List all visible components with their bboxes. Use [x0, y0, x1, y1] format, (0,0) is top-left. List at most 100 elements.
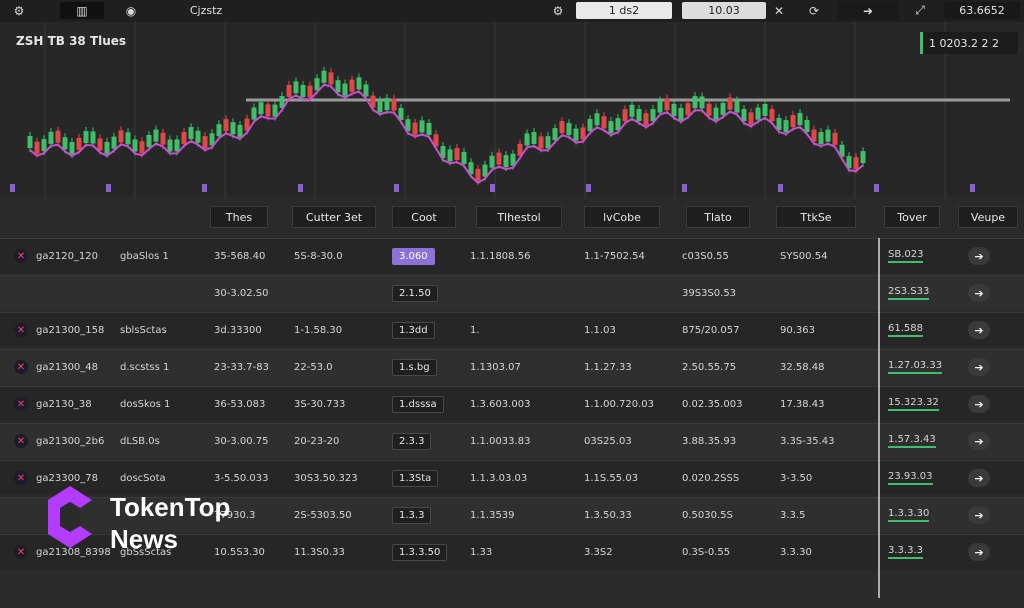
- cell-c3[interactable]: 1.s.bg: [392, 350, 437, 384]
- candle-body: [657, 100, 663, 113]
- cell-c7: 90.363: [780, 313, 815, 347]
- table-row[interactable]: ✕ ga21300_158 sblsSctas 3d.33300 1-1.58.30 1.…: [0, 312, 1024, 347]
- candle-body: [244, 118, 250, 131]
- table-row[interactable]: 77930.3 2S-5303.50 1.3.3 1.1.3539 1.3.50.33 0…: [0, 497, 1024, 532]
- header-cell[interactable]: Cutter 3et: [292, 206, 376, 228]
- cell-c8: 2S3.S33: [888, 276, 930, 310]
- cursor-icon[interactable]: ✕: [773, 3, 785, 18]
- candle-body: [433, 134, 439, 147]
- event-marker: [586, 184, 591, 192]
- candle-body: [552, 128, 558, 141]
- price-chart[interactable]: ZSH TB 38 Tlues 1 0203.2 2 2: [0, 22, 1024, 198]
- table-row[interactable]: ✕ ga21308_8398 gbSsSctas 10.5S3.30 11.3S0.33…: [0, 534, 1024, 569]
- gear-icon[interactable]: ⚙: [13, 3, 25, 18]
- cell-c3[interactable]: 1.3dd: [392, 313, 435, 347]
- arrow-icon[interactable]: ➜: [838, 2, 898, 19]
- candle-body: [650, 109, 656, 122]
- header-cell[interactable]: TtkSe: [776, 206, 856, 228]
- row-action-arrow-icon[interactable]: ➔: [968, 247, 990, 265]
- price-button-label: 10.03: [708, 4, 740, 17]
- table-row[interactable]: ✕ ga21300_48 d.scstss 1 23-33.7-83 22-53.0 1.…: [0, 349, 1024, 384]
- cell-c3[interactable]: 2.3.3: [392, 424, 432, 458]
- event-marker: [298, 184, 303, 192]
- cell-c8: 1.27.03.33: [888, 350, 943, 384]
- cell-value: 1.1.1808.56: [470, 250, 531, 262]
- candle-body: [272, 104, 278, 117]
- candle-body: [678, 107, 684, 120]
- cell-value: 875/20.057: [682, 324, 740, 336]
- header-cell[interactable]: Veupe: [958, 206, 1018, 228]
- table-row[interactable]: ✕ ga2130_38 dosSkos 1 36-53.083 3S-30.733 1.d…: [0, 386, 1024, 421]
- row-action-arrow-icon[interactable]: ➔: [968, 284, 990, 302]
- candle-body: [293, 81, 299, 94]
- row-action-arrow-icon[interactable]: ➔: [968, 395, 990, 413]
- watermark-line1: TokenTop: [110, 492, 231, 522]
- price-button[interactable]: 10.03: [682, 2, 766, 19]
- cell-value: 1.1.0033.83: [470, 435, 531, 447]
- cell-value: 0.02.35.003: [682, 398, 743, 410]
- cell-c1: 35-568.40: [214, 239, 265, 273]
- coin-icon: ✕: [14, 397, 28, 411]
- cell-c3[interactable]: 1.dsssa: [392, 387, 444, 421]
- chart-canvas: [10, 22, 1010, 198]
- cell-value: 1.1.00.720.03: [584, 398, 654, 410]
- app-label[interactable]: Cjzstz: [166, 2, 246, 19]
- header-cell[interactable]: Tlhestol: [476, 206, 562, 228]
- cell-c3[interactable]: 2.1.50: [392, 276, 438, 310]
- candle-body: [314, 78, 320, 91]
- row-action-arrow-icon[interactable]: ➔: [968, 321, 990, 339]
- expand-icon[interactable]: ⤢: [915, 3, 925, 17]
- cell-c7: 32.58.48: [780, 350, 825, 384]
- cell-value: 1.3dd: [392, 321, 435, 339]
- pair-name: ga21308_8398: [36, 546, 111, 558]
- cell-c3[interactable]: 1.3Sta: [392, 461, 439, 495]
- candle-body: [440, 146, 446, 159]
- refresh-icon[interactable]: ⟳: [808, 3, 820, 18]
- header-cell[interactable]: Coot: [392, 206, 456, 228]
- cell-value: 1.1.27.33: [584, 361, 632, 373]
- cell-c3[interactable]: 1.3.3: [392, 498, 432, 532]
- row-action-arrow-icon[interactable]: ➔: [968, 432, 990, 450]
- event-marker: [10, 184, 15, 192]
- candle-body: [587, 118, 593, 131]
- table-row[interactable]: ✕ ga23300_78 doscSota 3-5.50.033 30S3.50.323…: [0, 460, 1024, 495]
- candle-body: [615, 118, 621, 131]
- header-cell[interactable]: Thes: [210, 206, 268, 228]
- cell-value: 23.93.03: [888, 471, 933, 485]
- cell-c3[interactable]: 1.3.3.50: [392, 535, 448, 569]
- pair-name: ga2120_120: [36, 250, 99, 262]
- chart-icon[interactable]: ▥: [60, 2, 104, 19]
- candle-body: [90, 131, 96, 144]
- tokentop-logo-icon: [48, 486, 92, 548]
- candle-body: [55, 130, 61, 143]
- header-cell[interactable]: lvCobe: [584, 206, 660, 228]
- row-action-arrow-icon[interactable]: ➔: [968, 506, 990, 524]
- moving-average-line: [29, 83, 864, 185]
- candle-body: [62, 137, 68, 150]
- table-row[interactable]: ✕ ga21300_2b6 dLSB.0s 30-3.00.75 20-23-20 2.3…: [0, 423, 1024, 458]
- cell-c1: 10.5S3.30: [214, 535, 265, 569]
- table-row[interactable]: 30-3.02.S0 2.1.50 39S3S0.53 2S3.S33 ➔: [0, 275, 1024, 310]
- candle-body: [685, 103, 691, 116]
- camera-icon[interactable]: ◉: [125, 3, 137, 18]
- cell-value: 1.3.50.33: [584, 509, 632, 521]
- table-row[interactable]: ✕ ga2120_120 gbaSlos 1 35-568.40 5S-8-30.0 3.…: [0, 238, 1024, 273]
- candle-body: [545, 136, 551, 149]
- candle-body: [188, 127, 194, 140]
- row-action-arrow-icon[interactable]: ➔: [968, 469, 990, 487]
- pair-name: ga21300_2b6: [36, 435, 105, 447]
- cell-value: 36-53.083: [214, 398, 266, 410]
- interval-button[interactable]: 1 ds2: [576, 2, 672, 19]
- header-cell[interactable]: Tover: [884, 206, 940, 228]
- candle-body: [335, 80, 341, 93]
- cell-value: 3.3.3.3: [888, 545, 923, 559]
- cell-value: 23-33.7-83: [214, 361, 269, 373]
- candle-body: [27, 135, 33, 148]
- candle-body: [426, 122, 432, 135]
- row-action-arrow-icon[interactable]: ➔: [968, 543, 990, 561]
- cell-c3[interactable]: 3.060: [392, 239, 435, 273]
- settings-icon[interactable]: ⚙: [552, 3, 564, 18]
- candle-body: [391, 98, 397, 111]
- row-action-arrow-icon[interactable]: ➔: [968, 358, 990, 376]
- header-cell[interactable]: Tlato: [686, 206, 750, 228]
